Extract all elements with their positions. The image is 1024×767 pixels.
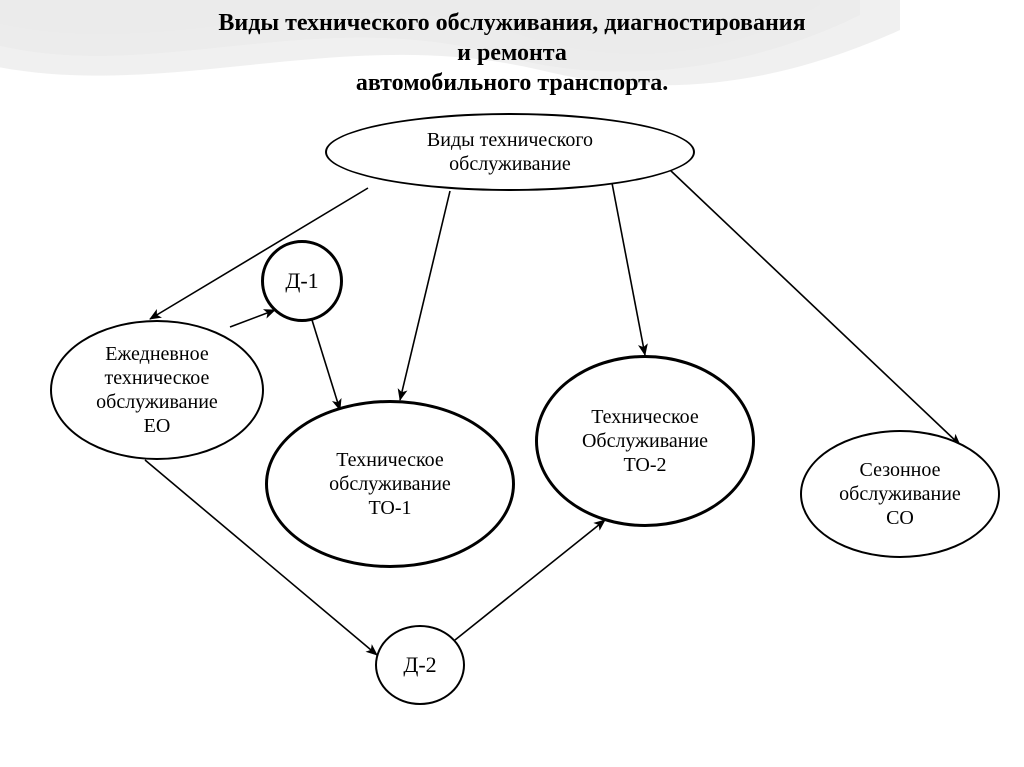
slide: Виды технического обслуживания, диагност…	[0, 0, 1024, 767]
node-so: Сезонное обслуживание СО	[800, 430, 1000, 558]
node-root: Виды технического обслуживание	[325, 113, 695, 191]
node-to1-label: Техническое обслуживание ТО-1	[325, 444, 455, 524]
edge-root-to1	[400, 191, 450, 400]
node-d2: Д-2	[375, 625, 465, 705]
node-so-label: Сезонное обслуживание СО	[835, 454, 965, 534]
edge-d1-to1	[312, 320, 340, 410]
node-to1: Техническое обслуживание ТО-1	[265, 400, 515, 568]
node-to2-label: Техническое Обслуживание ТО-2	[578, 401, 712, 481]
node-d1: Д-1	[261, 240, 343, 322]
node-d1-label: Д-1	[281, 264, 322, 298]
node-d2-label: Д-2	[399, 648, 440, 682]
edge-eo-d1	[230, 310, 275, 327]
node-root-label: Виды технического обслуживание	[423, 124, 597, 180]
edge-root-to2	[612, 183, 645, 355]
node-to2: Техническое Обслуживание ТО-2	[535, 355, 755, 527]
node-eo-label: Ежедневное техническое обслуживание ЕО	[92, 338, 222, 442]
node-eo: Ежедневное техническое обслуживание ЕО	[50, 320, 264, 460]
